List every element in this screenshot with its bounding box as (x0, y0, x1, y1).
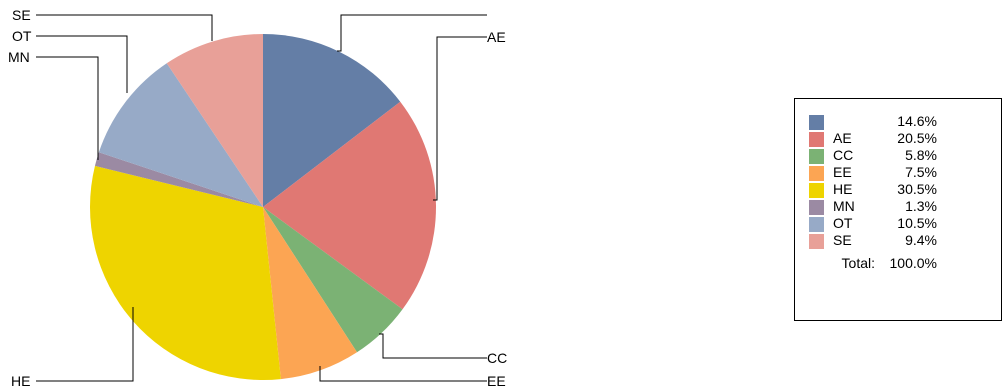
pie-slice-ae (263, 101, 436, 310)
callout-line-se (36, 14, 213, 41)
legend-swatch-cc (809, 148, 824, 164)
legend-row-ot: OT 10.5% (809, 215, 937, 232)
callout-line-0 (337, 14, 487, 52)
pie-slice-ee (263, 207, 357, 380)
legend-label-ae: AE (833, 130, 852, 146)
slice-callouts: AE CC EE HE MN OT SE (8, 7, 507, 389)
callout-label-ee: EE (487, 373, 506, 389)
legend-swatch-cell (809, 215, 833, 232)
legend-value-se: 9.4% (905, 232, 937, 248)
legend-swatch-unlabeled (809, 114, 824, 130)
legend-label-ee: EE (833, 164, 852, 180)
legend-swatch-se (809, 233, 824, 249)
legend-value-ae: 20.5% (897, 130, 937, 146)
legend-label-cc: CC (833, 147, 854, 163)
legend-value-mn: 1.3% (905, 198, 937, 214)
legend-total-row: Total: 100.0% (809, 249, 937, 272)
legend-row-cc: CC 5.8% (809, 147, 937, 164)
legend-value-ee: 7.5% (905, 164, 937, 180)
legend-label-ot: OT (833, 215, 853, 231)
legend-swatch-cell (809, 130, 833, 147)
callout-label-ot: OT (12, 28, 32, 44)
legend-row-he: HE 30.5% (809, 181, 937, 198)
legend-swatch-mn (809, 199, 824, 215)
pie-slice-cc (263, 207, 403, 353)
pie-slice-unlabeled (263, 34, 401, 207)
legend-swatch-cell (809, 164, 833, 181)
legend-total-value: 100.0% (889, 255, 937, 271)
legend-row-unlabeled: 14.6% (809, 113, 937, 130)
legend-table: 14.6% AE 20.5% CC 5.8% EE 7.5% HE 30.5% MN 1.3% OT 1… (809, 113, 937, 272)
callout-line-ae (433, 36, 487, 201)
legend-label-se: SE (833, 232, 852, 248)
pie-slice-he (89, 165, 281, 380)
legend-row-ae: AE 20.5% (809, 130, 937, 147)
callout-line-ee (319, 366, 487, 382)
legend-swatch-cell (809, 181, 833, 198)
legend-swatch-he (809, 182, 824, 198)
legend-swatch-ae (809, 131, 824, 147)
legend: 14.6% AE 20.5% CC 5.8% EE 7.5% HE 30.5% MN 1.3% OT 1… (794, 98, 1002, 321)
legend-swatch-ee (809, 165, 824, 181)
pie-slice-ot (98, 63, 264, 207)
callout-label-mn: MN (8, 49, 30, 65)
pie-slices (89, 34, 436, 380)
legend-label-unlabeled (833, 113, 883, 130)
legend-swatch-cell (809, 198, 833, 215)
legend-swatch-cell (809, 113, 833, 130)
callout-line-mn (36, 56, 99, 160)
callout-label-cc: CC (487, 350, 507, 366)
callout-label-se: SE (12, 7, 31, 23)
legend-label-he: HE (833, 181, 853, 197)
pie-slice-se (166, 34, 263, 207)
legend-swatch-ot (809, 216, 824, 232)
pie-slice-mn (94, 152, 264, 207)
legend-row-se: SE 9.4% (809, 232, 937, 249)
callout-line-cc (379, 333, 487, 359)
legend-row-mn: MN 1.3% (809, 198, 937, 215)
legend-swatch-cell (809, 147, 833, 164)
legend-value-unlabeled: 14.6% (897, 113, 937, 129)
legend-value-cc: 5.8% (905, 147, 937, 163)
callout-line-he (36, 307, 134, 382)
callout-line-ot (36, 35, 128, 93)
legend-swatch-cell (809, 232, 833, 249)
legend-total-label: Total: (841, 255, 875, 271)
callout-label-he: HE (11, 373, 30, 389)
legend-label-mn: MN (833, 198, 855, 214)
legend-value-he: 30.5% (897, 181, 937, 197)
legend-value-ot: 10.5% (897, 215, 937, 231)
callout-label-ae: AE (487, 29, 506, 45)
legend-row-ee: EE 7.5% (809, 164, 937, 181)
